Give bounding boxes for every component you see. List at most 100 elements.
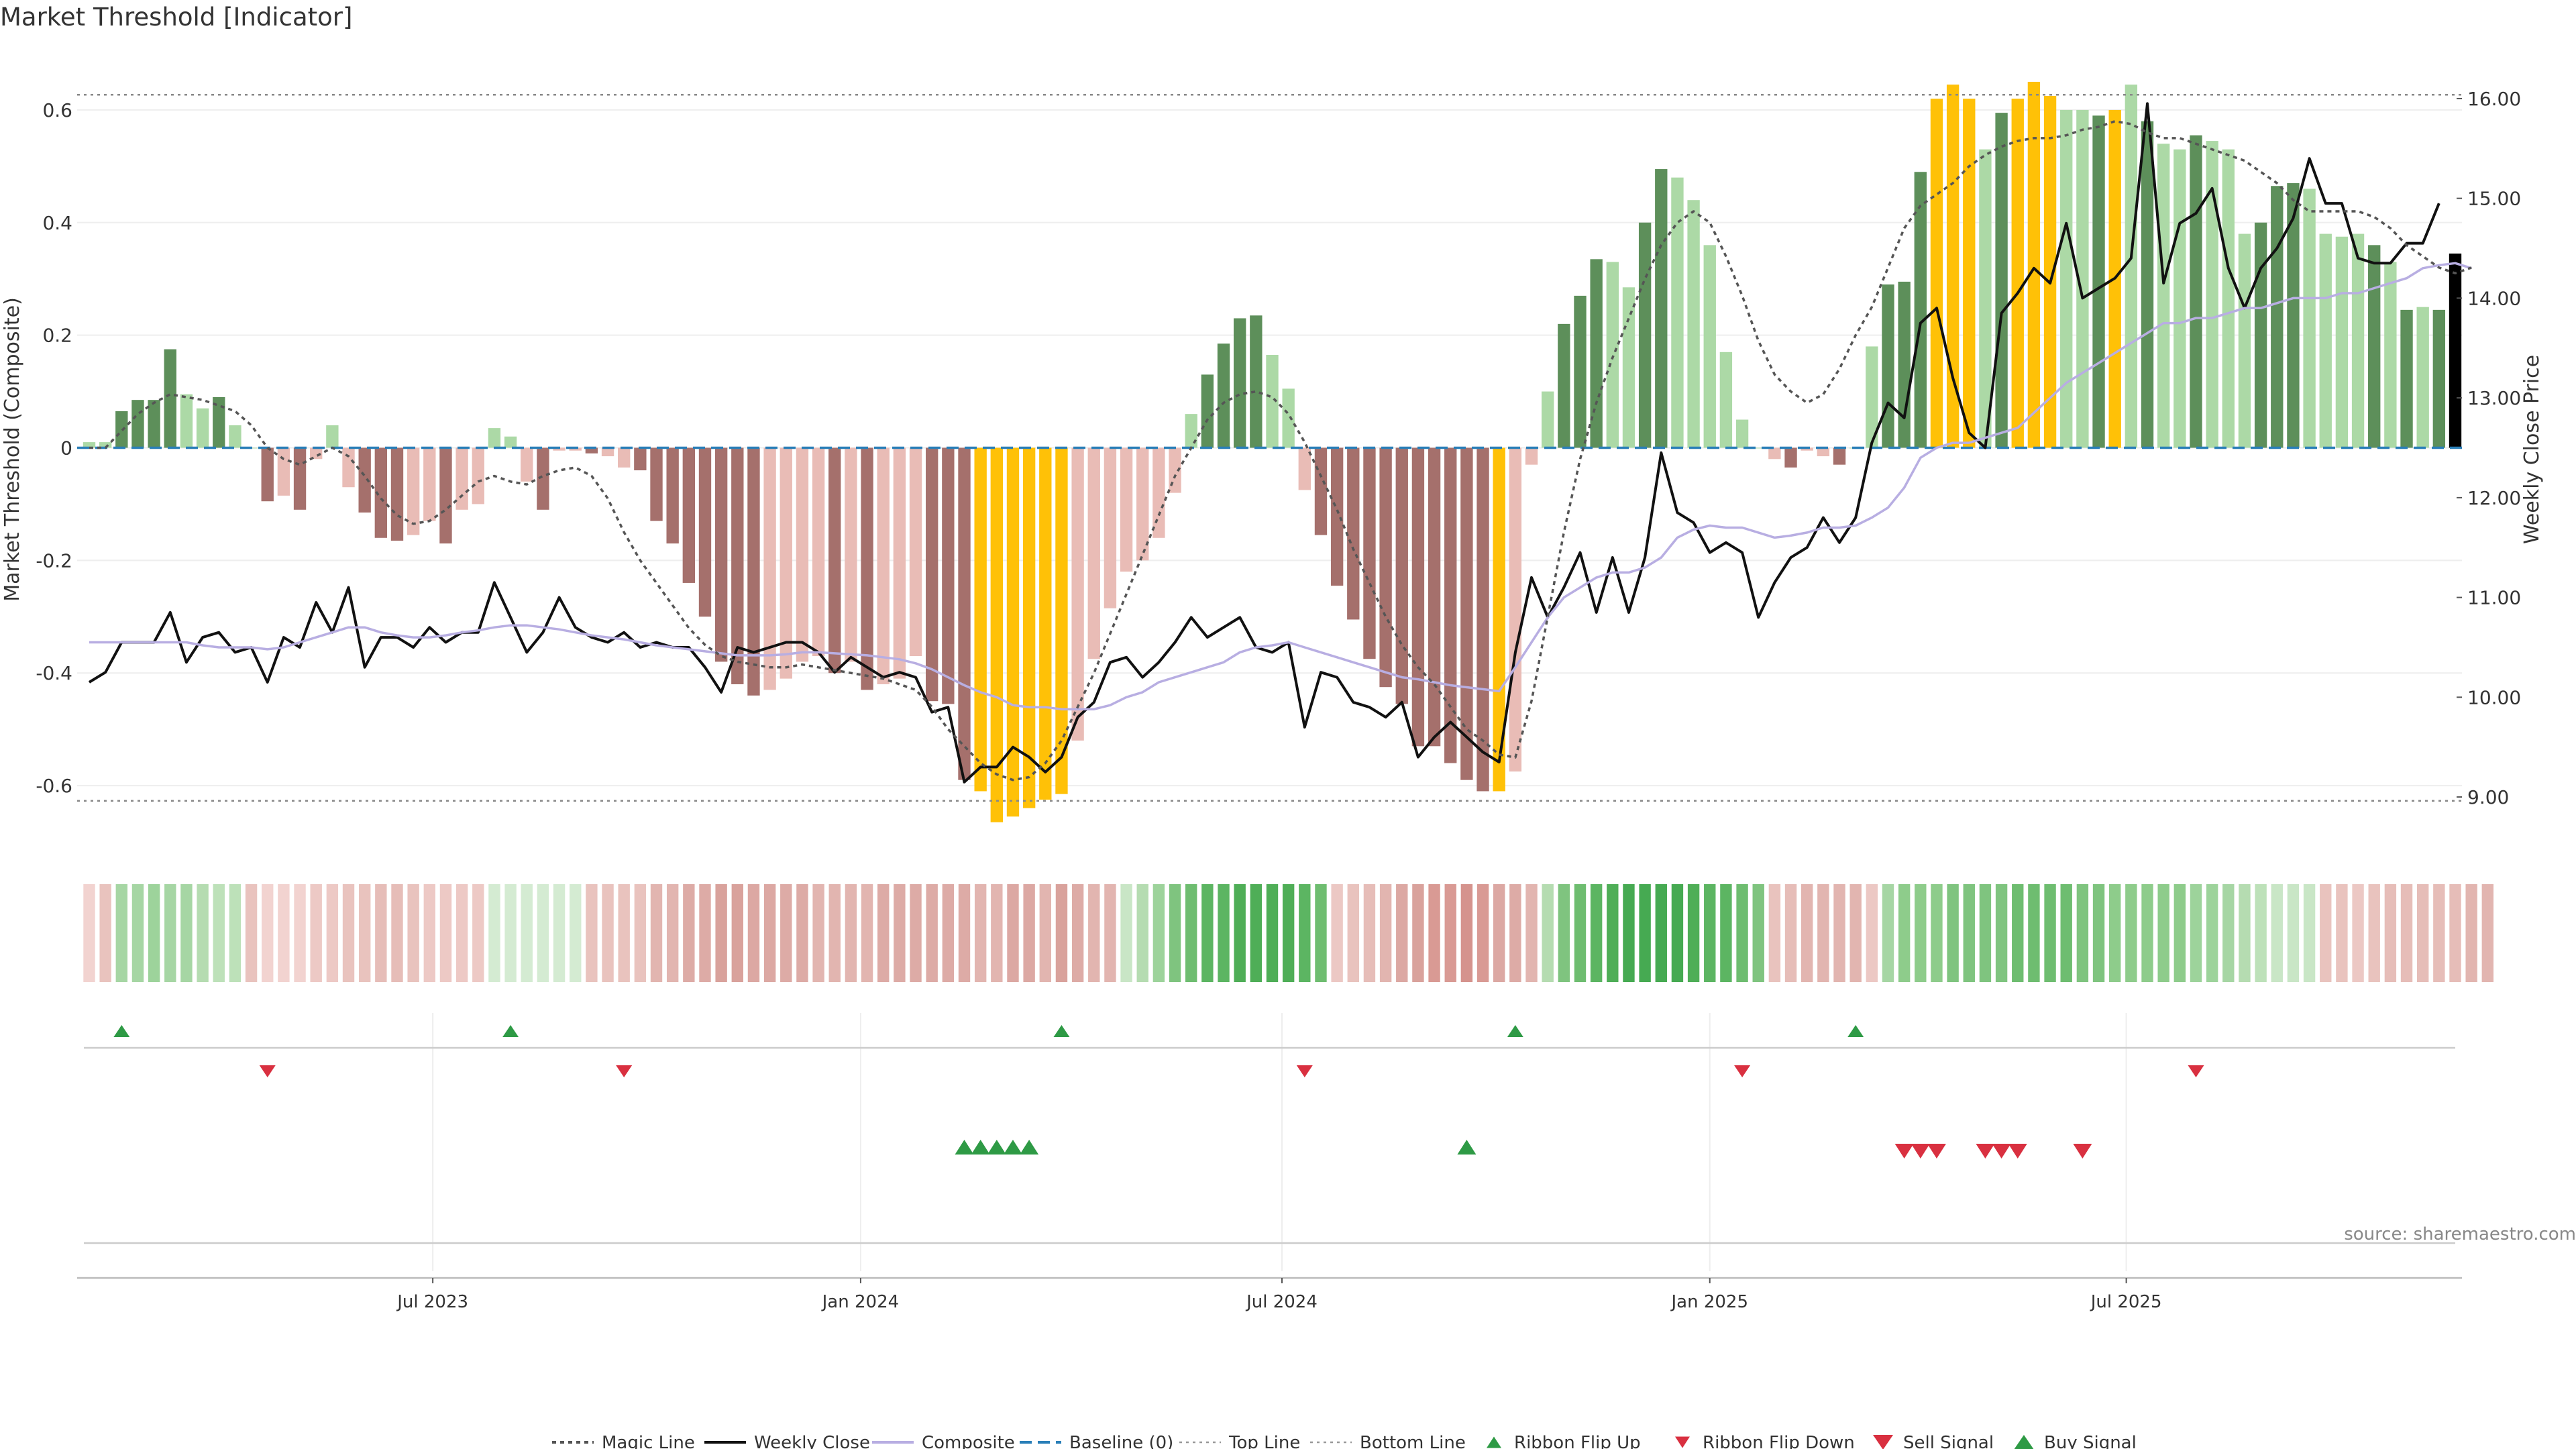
threshold-bar <box>845 447 857 662</box>
ribbon-flip-up-marker <box>1847 1025 1864 1037</box>
threshold-bar <box>131 400 144 448</box>
threshold-bar <box>1039 447 1052 800</box>
y-tick-label-right: 16.00 <box>2467 88 2521 110</box>
threshold-bar <box>488 428 501 448</box>
ribbon-cell <box>2125 884 2137 982</box>
ribbon-cell <box>683 884 695 982</box>
threshold-bar <box>2141 121 2154 448</box>
ribbon-cell <box>2465 884 2477 982</box>
threshold-bar <box>326 425 339 448</box>
ribbon-cell <box>294 884 306 982</box>
ribbon-cell <box>731 884 743 982</box>
ribbon-cell <box>1833 884 1845 982</box>
threshold-bar <box>180 394 193 448</box>
ribbon-cell <box>1963 884 1975 982</box>
ribbon-cell <box>699 884 711 982</box>
threshold-bar <box>1428 447 1441 747</box>
ribbon-cell <box>2287 884 2300 982</box>
threshold-bar <box>650 447 663 521</box>
threshold-bar <box>1120 447 1133 572</box>
threshold-bar <box>2319 233 2332 448</box>
threshold-bar <box>1719 352 1733 448</box>
threshold-bar <box>2092 115 2105 448</box>
ribbon-cell <box>213 884 225 982</box>
ribbon-cell <box>164 884 176 982</box>
threshold-bar <box>277 447 290 496</box>
y-tick-label-right: 14.00 <box>2467 287 2521 309</box>
threshold-bar <box>164 349 176 448</box>
threshold-bar <box>1622 287 1635 448</box>
threshold-bar <box>1784 447 1797 468</box>
threshold-bar <box>472 447 484 504</box>
ribbon-flip-down-marker <box>1296 1065 1313 1077</box>
threshold-bar <box>2254 222 2267 448</box>
ribbon-cell <box>1574 884 1587 982</box>
threshold-bar <box>1330 447 1344 586</box>
threshold-bar <box>618 447 631 468</box>
y-axis-label-right: Weekly Close Price <box>2520 355 2544 544</box>
x-tick-label: Jul 2025 <box>2090 1292 2162 1312</box>
threshold-bar <box>2238 233 2251 448</box>
ribbon-cell <box>2368 884 2380 982</box>
threshold-bar <box>942 447 955 704</box>
legend-label: Weekly Close <box>754 1433 870 1449</box>
y-tick-label-right: 10.00 <box>2467 686 2521 708</box>
buy-signal-marker <box>1457 1140 1477 1155</box>
threshold-bar <box>439 447 452 544</box>
ribbon-cell <box>2255 884 2267 982</box>
threshold-bar <box>1411 447 1425 747</box>
threshold-bar <box>293 447 307 510</box>
composite-line <box>89 262 2472 710</box>
legend-label: Baseline (0) <box>1069 1433 1173 1449</box>
ribbon-cell <box>650 884 663 982</box>
ribbon-cell <box>1218 884 1230 982</box>
ribbon-cell <box>974 884 987 982</box>
ribbon-cell <box>1347 884 1359 982</box>
ribbon-cell <box>488 884 500 982</box>
threshold-bar <box>569 447 582 451</box>
ribbon-cell <box>1007 884 1019 982</box>
threshold-bar <box>1638 222 1652 448</box>
y-tick-label-right: 12.00 <box>2467 487 2521 509</box>
x-tick-label: Jan 2025 <box>1670 1292 1748 1312</box>
ribbon-cell <box>1023 884 1035 982</box>
ribbon-cell <box>2416 884 2429 982</box>
ribbon-cell <box>148 884 160 982</box>
threshold-bar <box>2206 141 2218 448</box>
ribbon-flip-up-marker <box>502 1025 519 1037</box>
threshold-bar <box>390 447 404 541</box>
threshold-bar <box>634 447 647 471</box>
ribbon-cell <box>991 884 1003 982</box>
ribbon-cell <box>1655 884 1667 982</box>
y-tick-label-left: -0.2 <box>36 549 72 572</box>
ribbon-cell <box>1039 884 1051 982</box>
legend-label: Buy Signal <box>2044 1433 2137 1449</box>
buy-signal-marker <box>987 1140 1006 1155</box>
ribbon-cell <box>845 884 857 982</box>
ribbon-cell <box>2141 884 2153 982</box>
threshold-bar <box>926 447 938 702</box>
ribbon-cell <box>1379 884 1392 982</box>
threshold-bar <box>504 436 517 448</box>
ribbon-cell <box>1299 884 1311 982</box>
threshold-bar <box>1995 113 2008 448</box>
threshold-bar <box>2157 144 2170 448</box>
threshold-bar <box>861 447 873 690</box>
threshold-bar <box>1234 318 1246 448</box>
ribbon-cell <box>1412 884 1424 982</box>
ribbon-flip-down-marker <box>1734 1065 1751 1077</box>
threshold-bar <box>877 447 890 684</box>
threshold-bar <box>521 447 533 482</box>
ribbon-flip-up-marker <box>1507 1025 1523 1037</box>
ribbon-cell <box>1979 884 1992 982</box>
ribbon-cell <box>1201 884 1214 982</box>
threshold-bar <box>2043 95 2057 448</box>
ribbon-cell <box>958 884 971 982</box>
ribbon-cell <box>2044 884 2056 982</box>
y-tick-label-left: -0.4 <box>36 662 72 684</box>
ribbon-cell <box>2174 884 2186 982</box>
legend-marker <box>1675 1436 1690 1448</box>
threshold-bar <box>229 425 241 448</box>
threshold-bar <box>2125 85 2138 448</box>
